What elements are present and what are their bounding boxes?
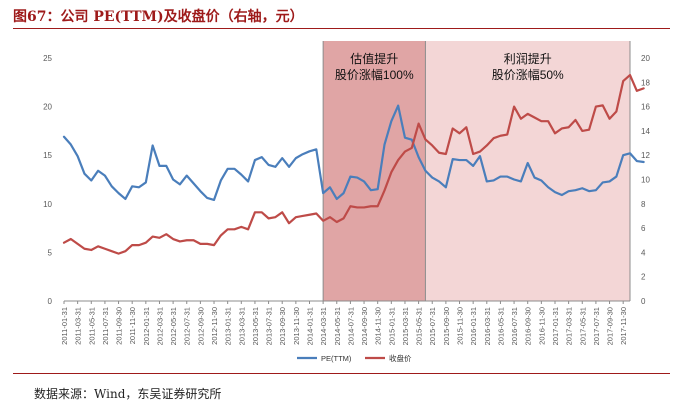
x-tick-label: 2013-05-31 [251,307,260,345]
y-left-tick-label: 0 [48,297,53,306]
region-label: 股价涨幅50% [492,67,564,82]
y-right-tick-label: 12 [641,151,650,160]
x-tick-label: 2014-01-31 [305,307,314,345]
x-tick-label: 2012-09-30 [196,307,205,345]
x-tick-label: 2016-09-30 [524,307,533,345]
x-tick-label: 2016-05-31 [496,307,505,345]
x-tick-label: 2017-01-31 [551,307,560,345]
x-tick-label: 2017-07-31 [592,307,601,345]
x-tick-label: 2015-07-31 [428,307,437,345]
y-right-tick-label: 14 [641,127,650,136]
title-divider [13,28,670,29]
x-tick-label: 2017-03-31 [565,307,574,345]
shaded-region [323,41,426,301]
region-label: 估值提升 [350,51,398,66]
x-tick-label: 2014-05-31 [333,307,342,345]
region-label: 利润提升 [504,51,552,66]
source-divider [13,373,670,374]
pe-ttm-line [62,104,645,202]
legend-label: 收盘价 [389,353,412,363]
x-tick-label: 2011-01-31 [60,307,69,345]
x-tick-label: 2012-07-31 [183,307,192,345]
x-tick-label: 2013-11-30 [292,307,301,345]
x-tick-label: 2013-07-31 [265,307,274,345]
x-tick-label: 2016-01-31 [469,307,478,345]
legend-label: PE(TTM) [321,354,352,363]
y-right-tick-label: 4 [641,248,646,257]
x-tick-label: 2011-11-30 [128,307,137,344]
region-label: 股价涨幅100% [335,67,414,82]
x-tick-label: 2012-01-31 [142,307,151,345]
x-tick-label: 2016-03-31 [483,307,492,345]
y-right-tick-label: 18 [641,78,650,87]
source-note: 数据来源：Wind，东吴证券研究所 [34,387,222,401]
x-tick-label: 2014-03-31 [319,307,328,345]
x-tick-label: 2017-05-31 [578,307,587,345]
y-right-tick-label: 6 [641,224,646,233]
y-left-tick-label: 15 [43,151,52,160]
x-tick-label: 2016-07-31 [510,307,519,345]
x-tick-label: 2015-09-30 [442,307,451,345]
y-right-tick-label: 20 [641,54,650,63]
x-tick-label: 2013-09-30 [278,307,287,345]
x-tick-label: 2013-01-31 [224,307,233,345]
x-tick-label: 2012-03-31 [155,307,164,345]
x-tick-label: 2014-07-31 [346,307,355,345]
x-tick-label: 2012-05-31 [169,307,178,345]
x-tick-label: 2015-03-31 [401,307,410,345]
x-tick-label: 2011-05-31 [87,307,96,345]
x-tick-label: 2012-11-30 [210,307,219,345]
y-left-tick-label: 25 [43,54,52,63]
y-right-tick-label: 16 [641,103,650,112]
x-tick-label: 2015-01-31 [387,307,396,345]
x-tick-label: 2016-11-30 [537,307,546,345]
close-price-line [62,73,645,255]
y-left-tick-label: 5 [48,248,53,257]
x-tick-label: 2017-11-30 [619,307,628,345]
x-tick-label: 2013-03-31 [237,307,246,345]
y-right-tick-label: 10 [641,176,650,185]
x-tick-label: 2014-09-30 [360,307,369,345]
y-right-tick-label: 0 [641,297,646,306]
y-right-tick-label: 8 [641,200,646,209]
shaded-region [425,41,630,301]
x-tick-label: 2015-05-31 [415,307,424,345]
y-left-tick-label: 10 [43,200,52,209]
x-tick-label: 2015-11-30 [456,307,465,345]
x-tick-label: 2011-03-31 [74,307,83,345]
y-right-tick-label: 2 [641,273,646,282]
x-tick-label: 2011-07-31 [101,307,110,345]
y-left-tick-label: 20 [43,103,52,112]
x-tick-label: 2011-09-30 [115,307,124,345]
x-tick-label: 2014-11-30 [374,307,383,345]
chart-title: 图67：公司 PE(TTM)及收盘价（右轴，元） [13,9,304,25]
x-tick-label: 2017-09-30 [606,307,615,345]
